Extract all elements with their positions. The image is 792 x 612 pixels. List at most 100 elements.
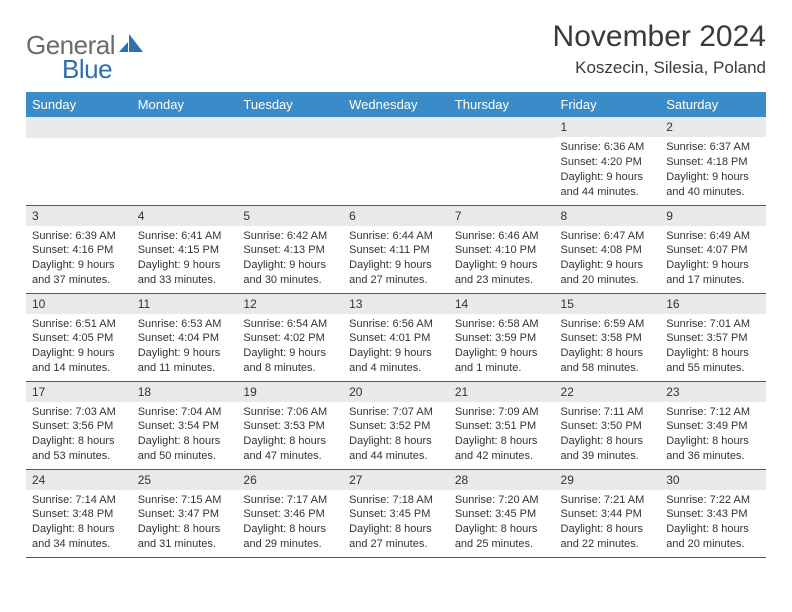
day-cell (26, 117, 132, 205)
sunset-line: Sunset: 3:46 PM (243, 507, 337, 522)
empty-day-num (449, 117, 555, 138)
sunset-line: Sunset: 4:05 PM (32, 331, 126, 346)
daylight-line: Daylight: 8 hours and 55 minutes. (666, 346, 760, 376)
day-details: Sunrise: 7:07 AMSunset: 3:52 PMDaylight:… (343, 402, 449, 467)
sunrise-line: Sunrise: 6:59 AM (561, 317, 655, 332)
day-details: Sunrise: 7:12 AMSunset: 3:49 PMDaylight:… (660, 402, 766, 467)
day-cell: 14Sunrise: 6:58 AMSunset: 3:59 PMDayligh… (449, 293, 555, 381)
day-number: 20 (343, 382, 449, 402)
day-details: Sunrise: 7:09 AMSunset: 3:51 PMDaylight:… (449, 402, 555, 467)
day-details: Sunrise: 7:11 AMSunset: 3:50 PMDaylight:… (555, 402, 661, 467)
day-cell: 7Sunrise: 6:46 AMSunset: 4:10 PMDaylight… (449, 205, 555, 293)
day-details: Sunrise: 7:01 AMSunset: 3:57 PMDaylight:… (660, 314, 766, 379)
daylight-line: Daylight: 9 hours and 14 minutes. (32, 346, 126, 376)
daylight-line: Daylight: 9 hours and 1 minute. (455, 346, 549, 376)
daylight-line: Daylight: 9 hours and 17 minutes. (666, 258, 760, 288)
sunrise-line: Sunrise: 6:37 AM (666, 140, 760, 155)
sunrise-line: Sunrise: 6:47 AM (561, 229, 655, 244)
day-cell: 18Sunrise: 7:04 AMSunset: 3:54 PMDayligh… (132, 381, 238, 469)
daylight-line: Daylight: 8 hours and 36 minutes. (666, 434, 760, 464)
day-details: Sunrise: 7:22 AMSunset: 3:43 PMDaylight:… (660, 490, 766, 555)
sunrise-line: Sunrise: 7:20 AM (455, 493, 549, 508)
day-cell (237, 117, 343, 205)
weekday-header: Tuesday (237, 92, 343, 117)
weekday-header: Saturday (660, 92, 766, 117)
day-cell: 22Sunrise: 7:11 AMSunset: 3:50 PMDayligh… (555, 381, 661, 469)
day-cell: 17Sunrise: 7:03 AMSunset: 3:56 PMDayligh… (26, 381, 132, 469)
weekday-header: Monday (132, 92, 238, 117)
day-details: Sunrise: 6:54 AMSunset: 4:02 PMDaylight:… (237, 314, 343, 379)
sunset-line: Sunset: 4:11 PM (349, 243, 443, 258)
day-number: 11 (132, 294, 238, 314)
day-number: 22 (555, 382, 661, 402)
day-number: 4 (132, 206, 238, 226)
day-cell: 15Sunrise: 6:59 AMSunset: 3:58 PMDayligh… (555, 293, 661, 381)
brand-flag-icon (119, 34, 143, 55)
day-details: Sunrise: 6:39 AMSunset: 4:16 PMDaylight:… (26, 226, 132, 291)
sunset-line: Sunset: 3:51 PM (455, 419, 549, 434)
day-number: 30 (660, 470, 766, 490)
day-cell: 3Sunrise: 6:39 AMSunset: 4:16 PMDaylight… (26, 205, 132, 293)
daylight-line: Daylight: 9 hours and 37 minutes. (32, 258, 126, 288)
sunset-line: Sunset: 4:08 PM (561, 243, 655, 258)
day-number: 26 (237, 470, 343, 490)
empty-day-num (132, 117, 238, 138)
day-details: Sunrise: 7:15 AMSunset: 3:47 PMDaylight:… (132, 490, 238, 555)
sunrise-line: Sunrise: 6:46 AM (455, 229, 549, 244)
daylight-line: Daylight: 8 hours and 20 minutes. (666, 522, 760, 552)
brand-part2: Blue (62, 54, 112, 85)
sunset-line: Sunset: 3:48 PM (32, 507, 126, 522)
day-cell: 4Sunrise: 6:41 AMSunset: 4:15 PMDaylight… (132, 205, 238, 293)
daylight-line: Daylight: 8 hours and 50 minutes. (138, 434, 232, 464)
day-number: 25 (132, 470, 238, 490)
day-cell: 24Sunrise: 7:14 AMSunset: 3:48 PMDayligh… (26, 469, 132, 557)
day-details: Sunrise: 6:47 AMSunset: 4:08 PMDaylight:… (555, 226, 661, 291)
sunrise-line: Sunrise: 7:01 AM (666, 317, 760, 332)
sunset-line: Sunset: 4:15 PM (138, 243, 232, 258)
day-number: 6 (343, 206, 449, 226)
sunset-line: Sunset: 3:45 PM (349, 507, 443, 522)
day-number: 9 (660, 206, 766, 226)
location: Koszecin, Silesia, Poland (553, 58, 766, 78)
daylight-line: Daylight: 8 hours and 29 minutes. (243, 522, 337, 552)
sunset-line: Sunset: 4:16 PM (32, 243, 126, 258)
sunrise-line: Sunrise: 6:39 AM (32, 229, 126, 244)
day-number: 15 (555, 294, 661, 314)
title-block: November 2024 Koszecin, Silesia, Poland (553, 20, 766, 78)
day-details: Sunrise: 6:59 AMSunset: 3:58 PMDaylight:… (555, 314, 661, 379)
day-cell: 11Sunrise: 6:53 AMSunset: 4:04 PMDayligh… (132, 293, 238, 381)
sunset-line: Sunset: 4:07 PM (666, 243, 760, 258)
daylight-line: Daylight: 9 hours and 20 minutes. (561, 258, 655, 288)
day-number: 27 (343, 470, 449, 490)
sunrise-line: Sunrise: 7:04 AM (138, 405, 232, 420)
sunset-line: Sunset: 3:45 PM (455, 507, 549, 522)
day-details: Sunrise: 7:04 AMSunset: 3:54 PMDaylight:… (132, 402, 238, 467)
day-number: 8 (555, 206, 661, 226)
sunset-line: Sunset: 3:43 PM (666, 507, 760, 522)
day-number: 19 (237, 382, 343, 402)
day-details: Sunrise: 7:03 AMSunset: 3:56 PMDaylight:… (26, 402, 132, 467)
sunset-line: Sunset: 3:47 PM (138, 507, 232, 522)
sunset-line: Sunset: 4:18 PM (666, 155, 760, 170)
day-number: 14 (449, 294, 555, 314)
header: General November 2024 Koszecin, Silesia,… (26, 20, 766, 78)
daylight-line: Daylight: 9 hours and 30 minutes. (243, 258, 337, 288)
day-details: Sunrise: 6:37 AMSunset: 4:18 PMDaylight:… (660, 137, 766, 202)
sunrise-line: Sunrise: 7:14 AM (32, 493, 126, 508)
day-cell (132, 117, 238, 205)
sunrise-line: Sunrise: 7:18 AM (349, 493, 443, 508)
daylight-line: Daylight: 8 hours and 39 minutes. (561, 434, 655, 464)
day-cell (449, 117, 555, 205)
sunset-line: Sunset: 3:53 PM (243, 419, 337, 434)
calendar-week-row: 24Sunrise: 7:14 AMSunset: 3:48 PMDayligh… (26, 469, 766, 557)
day-cell: 2Sunrise: 6:37 AMSunset: 4:18 PMDaylight… (660, 117, 766, 205)
daylight-line: Daylight: 9 hours and 11 minutes. (138, 346, 232, 376)
sunrise-line: Sunrise: 7:11 AM (561, 405, 655, 420)
day-cell: 5Sunrise: 6:42 AMSunset: 4:13 PMDaylight… (237, 205, 343, 293)
day-details: Sunrise: 6:53 AMSunset: 4:04 PMDaylight:… (132, 314, 238, 379)
empty-day-num (237, 117, 343, 138)
day-details: Sunrise: 7:06 AMSunset: 3:53 PMDaylight:… (237, 402, 343, 467)
day-details: Sunrise: 7:20 AMSunset: 3:45 PMDaylight:… (449, 490, 555, 555)
day-cell: 13Sunrise: 6:56 AMSunset: 4:01 PMDayligh… (343, 293, 449, 381)
sunrise-line: Sunrise: 6:56 AM (349, 317, 443, 332)
